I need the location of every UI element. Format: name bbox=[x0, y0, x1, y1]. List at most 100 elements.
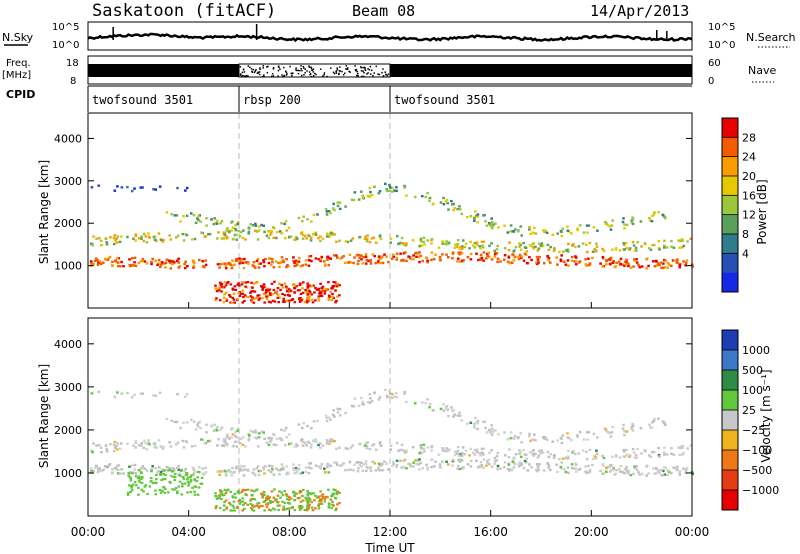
velocity-cell bbox=[458, 454, 461, 457]
velocity-cell bbox=[664, 466, 668, 470]
velocity-cell bbox=[214, 492, 217, 495]
velocity-cell bbox=[281, 466, 285, 469]
power-cell bbox=[378, 190, 382, 193]
freq-dot bbox=[338, 70, 341, 72]
velocity-cell bbox=[158, 489, 162, 492]
power-cell bbox=[549, 261, 552, 264]
power-cell bbox=[304, 289, 307, 292]
velocity-cell bbox=[282, 468, 285, 471]
power-cell bbox=[639, 220, 643, 223]
velocity-cell bbox=[133, 468, 136, 471]
velocity-cell bbox=[132, 444, 135, 447]
power-cell bbox=[321, 285, 325, 288]
power-cell bbox=[419, 254, 422, 257]
power-cell bbox=[528, 228, 531, 231]
velocity-cell bbox=[296, 497, 300, 500]
power-cell bbox=[566, 250, 570, 253]
nave-tick-bottom: 0 bbox=[708, 76, 714, 87]
velocity-cell bbox=[293, 509, 297, 512]
power-cell bbox=[584, 263, 588, 266]
velocity-cell bbox=[628, 454, 632, 457]
power-cell bbox=[503, 247, 507, 250]
power-cell bbox=[380, 256, 384, 259]
power-cell bbox=[663, 244, 666, 247]
velocity-cell bbox=[445, 405, 449, 408]
power-cell bbox=[446, 202, 449, 205]
power-cell bbox=[320, 255, 324, 259]
power-cell bbox=[571, 259, 574, 262]
power-cell bbox=[193, 237, 197, 241]
power-cell bbox=[531, 243, 535, 246]
power-cell bbox=[223, 262, 227, 265]
velocity-cell bbox=[540, 449, 544, 452]
power-cell bbox=[262, 293, 266, 296]
power-cell bbox=[287, 226, 291, 229]
power-cell bbox=[224, 291, 228, 294]
velocity-cell bbox=[458, 411, 461, 414]
power-cell bbox=[338, 294, 341, 297]
velocity-cell bbox=[445, 447, 448, 450]
power-cell bbox=[596, 229, 599, 232]
velocity-cell bbox=[389, 392, 392, 395]
velocity-cell bbox=[344, 469, 347, 472]
velocity-cell bbox=[196, 423, 199, 427]
power-cell bbox=[648, 217, 651, 220]
velocity-cell bbox=[377, 469, 380, 472]
power-cell bbox=[299, 292, 303, 295]
power-cell bbox=[327, 297, 331, 300]
velocity-cell bbox=[178, 480, 182, 483]
power-cell bbox=[177, 266, 181, 269]
power-cell bbox=[419, 237, 423, 240]
power-cell bbox=[296, 289, 300, 292]
power-cell bbox=[126, 235, 129, 239]
velocity-cell bbox=[327, 488, 330, 491]
power-cell bbox=[288, 288, 291, 291]
power-cell bbox=[169, 238, 173, 241]
power-cell bbox=[636, 241, 639, 244]
power-cell bbox=[405, 194, 408, 197]
velocity-cell bbox=[314, 494, 317, 497]
power-cell bbox=[196, 217, 199, 220]
velocity-cell bbox=[299, 472, 302, 475]
power-cell bbox=[306, 284, 310, 288]
freq-dot bbox=[283, 74, 285, 77]
velocity-cell bbox=[293, 494, 297, 498]
power-cell bbox=[225, 237, 229, 240]
power-cell bbox=[104, 237, 108, 240]
power-cell bbox=[426, 191, 429, 195]
power-cell bbox=[621, 263, 624, 266]
power-cell bbox=[262, 283, 266, 286]
power-cell bbox=[357, 253, 361, 257]
power-cell bbox=[242, 295, 245, 299]
power-cell bbox=[235, 233, 238, 237]
power-cell bbox=[134, 233, 138, 236]
power-cell bbox=[275, 236, 278, 240]
power-cell bbox=[681, 239, 684, 243]
power-cell bbox=[340, 256, 344, 259]
power-cell bbox=[577, 245, 581, 248]
power-cell bbox=[476, 213, 480, 216]
velocity-cell bbox=[237, 500, 241, 503]
power-cell bbox=[226, 227, 229, 230]
velocity-cell bbox=[308, 503, 311, 506]
velocity-cell bbox=[446, 450, 449, 453]
velocity-cell bbox=[305, 444, 308, 447]
power-cell bbox=[308, 296, 311, 299]
velocity-cell bbox=[335, 507, 338, 510]
velocity-cell bbox=[556, 470, 559, 474]
power-cell bbox=[490, 217, 493, 220]
power-cell bbox=[468, 247, 471, 250]
velocity-cell bbox=[271, 468, 274, 471]
power-cell bbox=[525, 262, 529, 265]
velocity-cell bbox=[340, 463, 344, 466]
power-cell bbox=[482, 251, 486, 254]
velocity-cell bbox=[262, 466, 265, 469]
velocity-cell bbox=[333, 461, 336, 464]
velocity-cell bbox=[235, 445, 239, 448]
power-cell bbox=[126, 185, 129, 189]
freq-dot bbox=[291, 74, 293, 77]
velocity-cell bbox=[546, 450, 550, 454]
power-cell bbox=[216, 263, 220, 266]
velocity-cell bbox=[303, 508, 307, 512]
